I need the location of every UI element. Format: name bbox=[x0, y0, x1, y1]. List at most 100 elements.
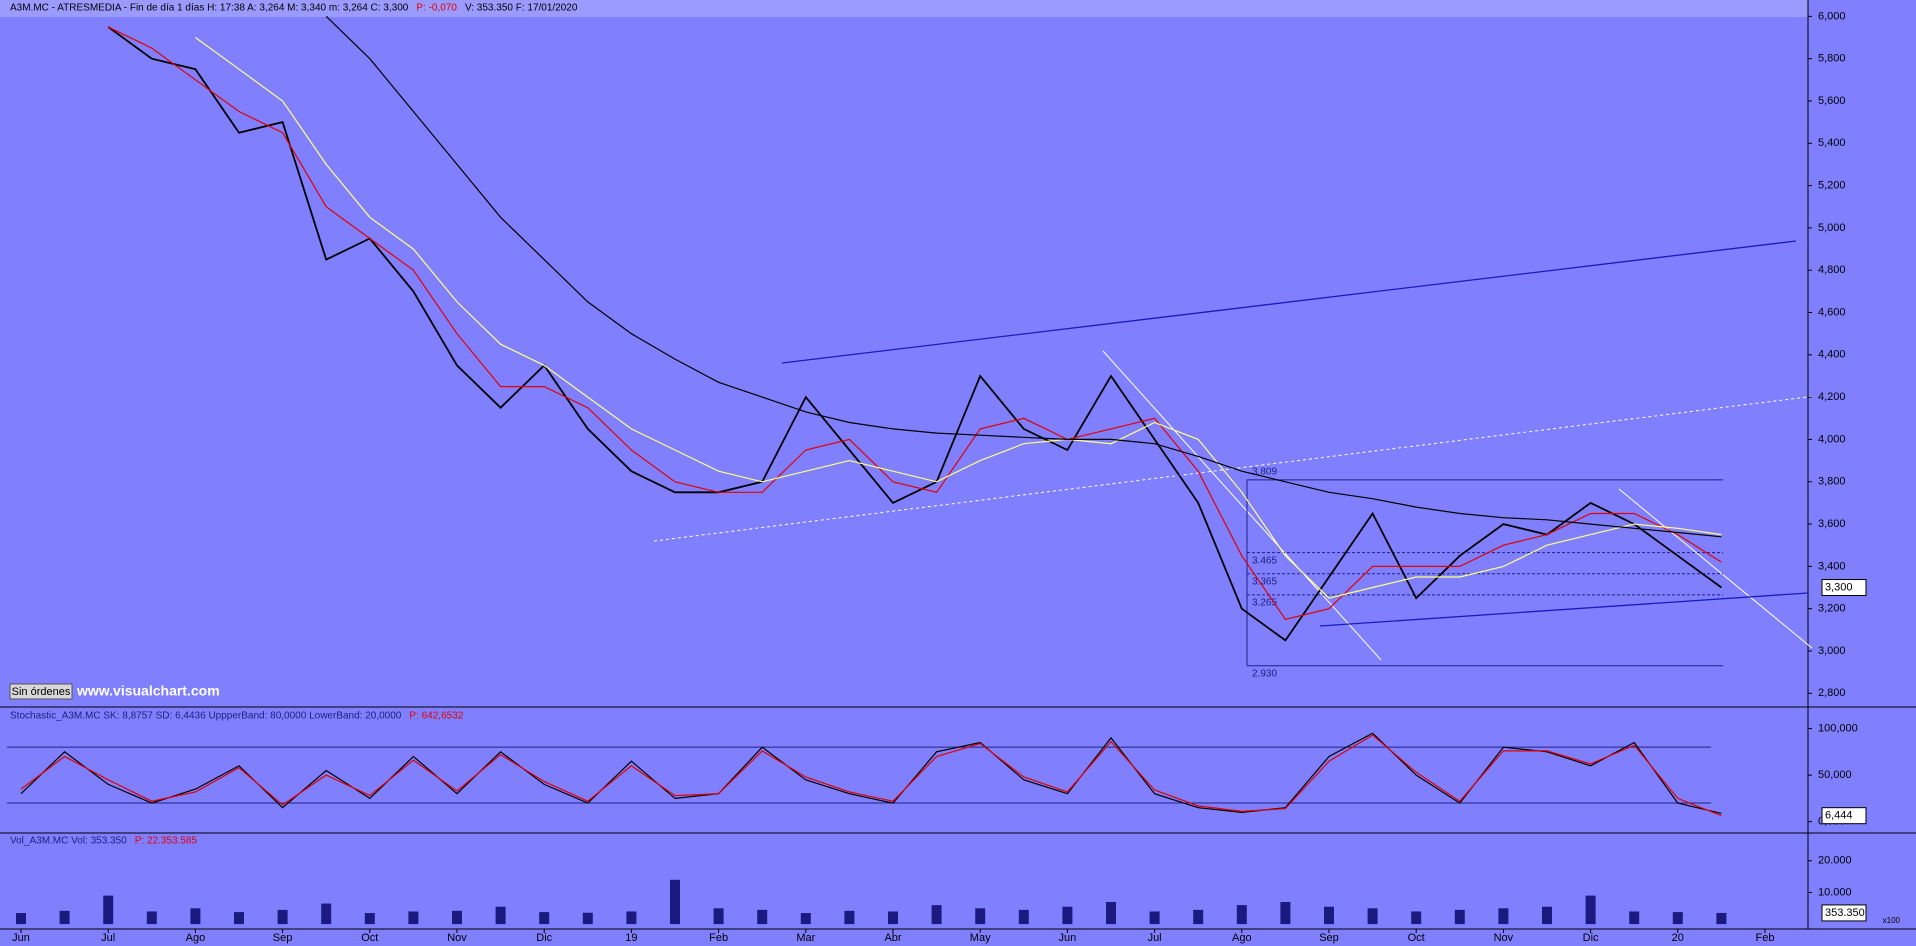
last-value-label: 6,444 bbox=[1825, 810, 1853, 822]
bar bbox=[1542, 906, 1552, 925]
x-tick-label: Feb bbox=[1756, 932, 1775, 944]
x-tick-label: Nov bbox=[447, 932, 467, 944]
trend-line bbox=[1618, 488, 1813, 649]
last-value-label: 3,300 bbox=[1825, 581, 1853, 593]
series-line bbox=[325, 15, 1722, 538]
x-tick-label: Oct bbox=[1408, 932, 1425, 944]
bar bbox=[539, 912, 550, 925]
y-tick-label: 20.000 bbox=[1818, 855, 1852, 867]
x-tick-label: Dic bbox=[536, 932, 552, 944]
y-tick-label: 4,400 bbox=[1818, 349, 1846, 361]
x-tick-label: Sep bbox=[1319, 932, 1339, 944]
y-tick-label: 50,000 bbox=[1818, 769, 1852, 781]
x-tick-label: May bbox=[970, 932, 991, 944]
bar bbox=[1629, 911, 1640, 925]
panel-title: A3M.MC - ATRESMEDIA - Fin de día 1 días … bbox=[10, 3, 409, 14]
y-tick-label: 2,800 bbox=[1818, 687, 1846, 699]
level-label: 3.365 bbox=[1252, 576, 1277, 587]
bar bbox=[1585, 895, 1596, 925]
bar bbox=[582, 912, 593, 925]
bar bbox=[452, 910, 462, 925]
scale-note: x100 bbox=[1883, 916, 1901, 925]
panel-note: V: 353.350 F: 17/01/2020 bbox=[465, 3, 578, 14]
y-tick-label: 5,000 bbox=[1818, 222, 1846, 234]
bar bbox=[844, 910, 855, 925]
x-tick-label: Mar bbox=[796, 932, 815, 944]
series-line bbox=[107, 26, 1722, 620]
bar bbox=[931, 905, 942, 925]
bar bbox=[146, 911, 157, 925]
panel-change: P: -0,070 bbox=[416, 3, 457, 14]
trend-line bbox=[1102, 350, 1382, 661]
bar bbox=[888, 911, 898, 925]
y-tick-label: 5,400 bbox=[1818, 137, 1846, 149]
x-tick-label: Nov bbox=[1494, 932, 1514, 944]
x-tick-label: Abr bbox=[884, 932, 901, 944]
series-line bbox=[195, 37, 1722, 599]
bar bbox=[321, 903, 332, 925]
bar bbox=[757, 909, 768, 925]
bar bbox=[1498, 908, 1509, 925]
x-tick-label: Jun bbox=[12, 932, 30, 944]
last-value-box bbox=[1821, 579, 1867, 597]
bar bbox=[1062, 906, 1073, 925]
bar bbox=[713, 908, 724, 925]
bar bbox=[800, 913, 811, 925]
x-tick-label: Ago bbox=[1232, 932, 1252, 944]
series-line bbox=[107, 26, 1722, 642]
y-tick-label: 4,200 bbox=[1818, 391, 1846, 403]
x-tick-label: Ago bbox=[186, 932, 206, 944]
x-tick-label: Feb bbox=[709, 932, 728, 944]
panel-change: P: 642,6532 bbox=[409, 711, 463, 722]
bar bbox=[277, 909, 288, 925]
level-label: 3.465 bbox=[1252, 555, 1277, 566]
x-tick-label: Oct bbox=[361, 932, 378, 944]
y-tick-label: 3,200 bbox=[1818, 603, 1846, 615]
trend-line bbox=[781, 240, 1797, 364]
x-tick-label: 19 bbox=[625, 932, 637, 944]
bar bbox=[408, 911, 419, 925]
x-tick-label: Jul bbox=[1148, 932, 1162, 944]
bar bbox=[1149, 911, 1160, 925]
bar bbox=[1454, 909, 1465, 925]
y-tick-label: 5,200 bbox=[1818, 179, 1846, 191]
bar bbox=[1672, 912, 1683, 925]
y-tick-label: 5,800 bbox=[1818, 53, 1846, 65]
y-tick-label: 3,400 bbox=[1818, 560, 1846, 572]
y-tick-label: 6,000 bbox=[1818, 10, 1846, 22]
button-label[interactable]: Sin órdenes bbox=[12, 686, 71, 698]
watermark: www.visualchart.com bbox=[76, 683, 220, 699]
bar bbox=[1106, 901, 1116, 925]
panel-change: P: 22.353.585 bbox=[135, 836, 198, 847]
level-label: 3.265 bbox=[1252, 598, 1277, 609]
y-tick-label: 3,000 bbox=[1818, 645, 1846, 657]
orders-button[interactable] bbox=[9, 683, 73, 700]
y-tick-label: 3,800 bbox=[1818, 476, 1846, 488]
y-tick-label: 3,600 bbox=[1818, 518, 1846, 530]
bar bbox=[1280, 901, 1291, 925]
bar bbox=[1018, 909, 1029, 925]
bar bbox=[364, 913, 375, 925]
trend-line bbox=[1319, 592, 1809, 627]
bar bbox=[626, 911, 637, 925]
x-tick-label: Sep bbox=[273, 932, 293, 944]
bar bbox=[59, 910, 70, 925]
header-bar bbox=[0, 0, 1808, 17]
bar bbox=[1236, 905, 1247, 925]
bar bbox=[495, 906, 506, 925]
level-label: 3.809 bbox=[1252, 466, 1277, 477]
bar bbox=[190, 908, 201, 925]
bar bbox=[975, 908, 986, 925]
bar bbox=[103, 895, 114, 925]
x-tick-label: 20 bbox=[1672, 932, 1684, 944]
panel-title: Stochastic_A3M.MC SK: 8,8757 SD: 6,4436 … bbox=[10, 711, 402, 722]
last-value-box bbox=[1821, 904, 1867, 922]
x-tick-label: Jun bbox=[1059, 932, 1077, 944]
y-tick-label: 4,600 bbox=[1818, 306, 1846, 318]
level-label: 2.930 bbox=[1252, 668, 1277, 679]
series-line bbox=[20, 734, 1722, 817]
last-value-label: 353.350 bbox=[1825, 907, 1865, 919]
